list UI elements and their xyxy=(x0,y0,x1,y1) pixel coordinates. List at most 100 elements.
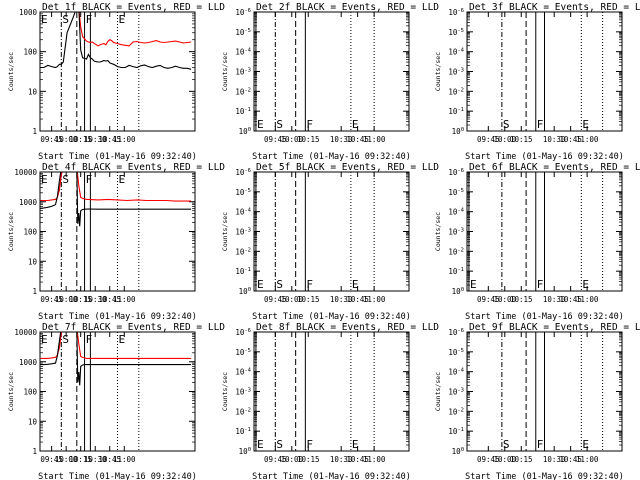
y-axis-label: Counts/sec xyxy=(7,212,15,251)
x-tick-label: 10:30 xyxy=(330,455,353,464)
y-tick-label: 10-6 xyxy=(448,168,464,177)
series-events-line xyxy=(40,12,192,70)
panel-title: Det 2f BLACK = Events, RED = LLD xyxy=(256,2,439,13)
y-tick-label: 100 xyxy=(239,127,251,136)
marker-label: S xyxy=(62,333,69,346)
y-tick-exponent: -4 xyxy=(244,208,251,214)
y-tick-exponent: -4 xyxy=(457,208,464,214)
y-tick-label: 10-2 xyxy=(448,87,464,96)
x-tick-label: 09:45 xyxy=(477,295,500,304)
marker-label: F xyxy=(306,118,313,131)
y-tick-label: 10000 xyxy=(14,328,37,337)
plot-frame xyxy=(253,11,410,132)
marker-label: F xyxy=(86,333,93,346)
y-tick-label: 10-4 xyxy=(448,208,464,217)
y-tick-label: 10-4 xyxy=(235,48,251,57)
panel-title: Det 3f BLACK = Events, RED = LLD xyxy=(469,2,640,13)
y-tick-label: 1000 xyxy=(19,198,38,207)
x-tick-label: 10:15 xyxy=(297,135,320,144)
panel-title: Det 4f BLACK = Events, RED = LLD xyxy=(42,162,225,173)
plot-frame xyxy=(253,171,410,292)
y-tick-label: 10-5 xyxy=(448,188,464,197)
panel-7: Det 7f BLACK = Events, RED = LLD Counts/s… xyxy=(7,322,225,480)
y-tick-exponent: -2 xyxy=(457,407,464,413)
x-tick-label: 10:45 xyxy=(559,295,582,304)
y-tick-label: 10-5 xyxy=(235,28,251,37)
y-tick-label: 100 xyxy=(239,287,251,296)
y-tick-label: 10-5 xyxy=(235,348,251,357)
plot-frame xyxy=(253,331,410,452)
y-tick-label: 10-6 xyxy=(235,168,251,177)
y-tick-label: 10-3 xyxy=(235,388,251,397)
y-tick-label: 10 xyxy=(28,257,38,266)
y-tick-exponent: -3 xyxy=(457,68,464,74)
y-tick-label: 1 xyxy=(32,287,37,296)
x-tick-label: 10:30 xyxy=(84,135,107,144)
marker-label: E xyxy=(352,118,359,131)
x-tick-label: 10:45 xyxy=(346,455,369,464)
marker-label: E xyxy=(582,278,589,291)
x-tick-label: 11:00 xyxy=(113,295,136,304)
y-tick-label: 1 xyxy=(32,447,37,456)
y-tick-exponent: -5 xyxy=(244,348,251,354)
x-tick-label: 09:45 xyxy=(40,135,63,144)
y-tick-exponent: -4 xyxy=(457,48,464,54)
y-tick-exponent: -3 xyxy=(457,228,464,234)
marker-label: S xyxy=(62,173,69,186)
x-tick-label: 10:00 xyxy=(493,455,516,464)
y-tick-label: 10-4 xyxy=(448,48,464,57)
y-axis-label: Counts/sec xyxy=(221,212,229,251)
x-tick-label: 10:30 xyxy=(84,455,107,464)
x-tick-label: 11:00 xyxy=(113,455,136,464)
marker-label: S xyxy=(276,118,283,131)
y-tick-exponent: 0 xyxy=(248,287,251,293)
y-tick-label: 100 xyxy=(452,447,464,456)
y-axis-label: Counts/sec xyxy=(221,372,229,411)
x-tick-label: 10:45 xyxy=(559,455,582,464)
x-axis-label: Start Time (01-May-16 09:32:40) xyxy=(252,312,411,322)
series-events-line xyxy=(40,332,192,386)
marker-label: E xyxy=(119,13,126,26)
series-lld-line xyxy=(78,12,192,47)
marker-label: E xyxy=(352,438,359,451)
y-tick-label: 10-5 xyxy=(448,348,464,357)
marker-label: F xyxy=(306,278,313,291)
y-tick-label: 10-1 xyxy=(448,267,464,276)
x-tick-label: 10:15 xyxy=(69,295,92,304)
y-tick-label: 10-1 xyxy=(235,427,251,436)
y-tick-label: 10-1 xyxy=(235,107,251,116)
panel-9: Det 9f BLACK = Events, RED = LLD Counts/s… xyxy=(434,322,640,480)
y-tick-label: 10-1 xyxy=(448,427,464,436)
marker-label: F xyxy=(537,118,544,131)
series-events-line xyxy=(40,172,192,227)
x-tick-label: 09:45 xyxy=(477,135,500,144)
y-tick-label: 10-6 xyxy=(235,328,251,337)
y-tick-label: 10-2 xyxy=(235,247,251,256)
marker-label: E xyxy=(257,438,264,451)
x-tick-label: 10:45 xyxy=(346,295,369,304)
marker-label: F xyxy=(537,278,544,291)
y-tick-label: 10-2 xyxy=(448,247,464,256)
y-tick-exponent: -5 xyxy=(457,188,464,194)
x-tick-label: 09:45 xyxy=(477,455,500,464)
y-tick-exponent: -1 xyxy=(244,267,251,273)
plot-frame xyxy=(39,331,196,452)
panel-3: Det 3f BLACK = Events, RED = LLD Counts/s… xyxy=(434,2,640,162)
y-tick-exponent: -6 xyxy=(457,328,464,334)
y-tick-label: 100 xyxy=(452,287,464,296)
y-tick-label: 10-3 xyxy=(448,68,464,77)
y-tick-exponent: -1 xyxy=(457,427,464,433)
marker-label: E xyxy=(41,13,48,26)
marker-label: S xyxy=(276,278,283,291)
y-tick-exponent: 0 xyxy=(461,127,464,133)
x-tick-label: 10:45 xyxy=(98,135,121,144)
y-tick-exponent: -2 xyxy=(244,247,251,253)
y-tick-exponent: -5 xyxy=(244,28,251,34)
x-tick-label: 11:00 xyxy=(576,455,599,464)
y-axis-label: Counts/sec xyxy=(434,212,442,251)
y-tick-exponent: -2 xyxy=(244,407,251,413)
y-tick-exponent: -5 xyxy=(457,28,464,34)
y-tick-label: 10-4 xyxy=(235,208,251,217)
x-tick-label: 10:15 xyxy=(510,295,533,304)
x-tick-label: 09:45 xyxy=(264,295,287,304)
